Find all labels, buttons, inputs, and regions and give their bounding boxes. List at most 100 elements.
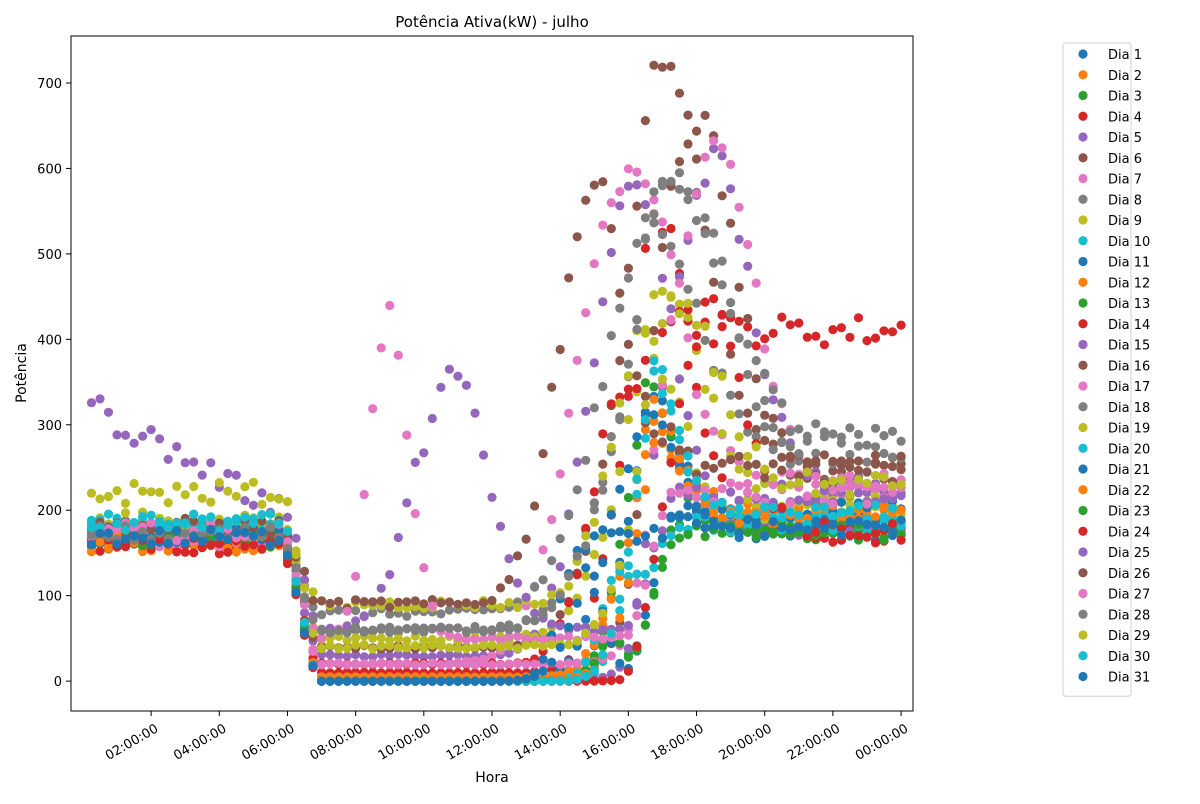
data-point bbox=[666, 176, 676, 186]
data-point bbox=[402, 597, 412, 607]
data-point bbox=[86, 398, 97, 408]
data-point bbox=[666, 250, 676, 260]
legend-marker bbox=[1078, 485, 1088, 495]
data-point bbox=[845, 517, 855, 527]
data-point bbox=[197, 523, 207, 533]
data-point bbox=[709, 521, 719, 531]
data-point bbox=[606, 331, 616, 341]
data-point bbox=[632, 315, 642, 325]
data-point bbox=[248, 518, 258, 528]
data-point bbox=[410, 457, 420, 467]
data-point bbox=[657, 229, 668, 240]
data-point bbox=[555, 621, 565, 631]
data-point bbox=[589, 358, 599, 368]
data-point bbox=[700, 460, 710, 470]
data-point bbox=[640, 450, 651, 460]
data-point bbox=[734, 390, 744, 400]
data-point bbox=[640, 200, 651, 210]
data-point bbox=[717, 484, 727, 494]
y-axis: 0 100 200 300 400 500 600 700 bbox=[37, 77, 71, 690]
data-point bbox=[700, 213, 710, 223]
data-point bbox=[649, 541, 659, 551]
data-point bbox=[197, 470, 207, 480]
data-point bbox=[657, 554, 668, 565]
data-point bbox=[368, 652, 378, 662]
data-point bbox=[640, 243, 651, 253]
legend-entry: Dia 29 bbox=[1108, 629, 1150, 644]
data-point bbox=[623, 643, 634, 654]
data-point bbox=[700, 523, 710, 533]
data-point bbox=[555, 610, 565, 620]
data-point bbox=[334, 658, 344, 668]
data-point bbox=[334, 605, 344, 615]
data-point bbox=[726, 298, 736, 308]
data-point bbox=[495, 602, 506, 613]
data-point bbox=[513, 659, 523, 669]
data-point bbox=[606, 575, 616, 586]
data-point bbox=[214, 549, 224, 559]
data-point bbox=[726, 349, 736, 359]
data-point bbox=[615, 356, 625, 366]
data-point bbox=[743, 339, 753, 349]
data-point bbox=[709, 294, 719, 304]
data-point bbox=[615, 539, 625, 549]
data-point bbox=[240, 482, 250, 492]
data-point bbox=[751, 374, 761, 384]
data-point bbox=[572, 551, 582, 561]
data-point bbox=[598, 381, 608, 392]
data-point bbox=[632, 432, 642, 442]
data-point bbox=[887, 452, 898, 462]
data-point bbox=[427, 601, 437, 611]
data-point bbox=[683, 333, 693, 343]
data-point bbox=[896, 535, 906, 545]
data-point bbox=[683, 511, 693, 522]
series-dia-29 bbox=[86, 292, 906, 654]
data-point bbox=[666, 422, 676, 432]
data-point bbox=[760, 524, 770, 535]
data-point bbox=[853, 429, 864, 439]
data-point bbox=[547, 619, 557, 629]
data-point bbox=[504, 648, 514, 658]
data-point bbox=[308, 615, 318, 625]
data-point bbox=[700, 321, 710, 331]
data-point bbox=[734, 464, 744, 474]
data-point bbox=[538, 641, 548, 651]
data-point bbox=[538, 654, 548, 664]
data-point bbox=[615, 560, 625, 570]
data-point bbox=[589, 658, 599, 668]
data-point bbox=[189, 481, 199, 492]
data-point bbox=[564, 273, 574, 283]
data-point bbox=[606, 247, 616, 258]
data-point bbox=[853, 516, 864, 526]
data-point bbox=[393, 532, 403, 543]
data-point bbox=[461, 658, 471, 669]
data-point bbox=[743, 408, 753, 418]
data-point bbox=[819, 340, 830, 350]
data-point bbox=[419, 599, 429, 609]
data-point bbox=[717, 309, 727, 320]
data-point bbox=[504, 625, 514, 635]
data-point bbox=[402, 498, 412, 508]
y-tick-label: 600 bbox=[37, 162, 62, 177]
data-point bbox=[444, 597, 454, 607]
data-point bbox=[393, 643, 403, 653]
data-point bbox=[291, 550, 301, 560]
data-point bbox=[265, 530, 275, 540]
data-point bbox=[836, 497, 847, 507]
data-point bbox=[521, 534, 531, 544]
data-point bbox=[896, 515, 906, 525]
data-point bbox=[615, 606, 625, 616]
data-point bbox=[427, 640, 437, 650]
data-point bbox=[683, 501, 693, 511]
data-point bbox=[581, 523, 591, 533]
data-point bbox=[666, 511, 676, 521]
y-tick-label: 700 bbox=[37, 77, 62, 92]
data-point bbox=[862, 336, 872, 346]
legend: Dia 1 Dia 2 Dia 3 Dia 4 Dia 5 Dia 6 Dia 7 Dia 8… bbox=[1062, 42, 1150, 697]
data-point bbox=[734, 409, 744, 419]
data-point bbox=[265, 540, 275, 550]
data-point bbox=[649, 218, 659, 228]
data-point bbox=[640, 602, 651, 613]
data-point bbox=[504, 632, 514, 642]
